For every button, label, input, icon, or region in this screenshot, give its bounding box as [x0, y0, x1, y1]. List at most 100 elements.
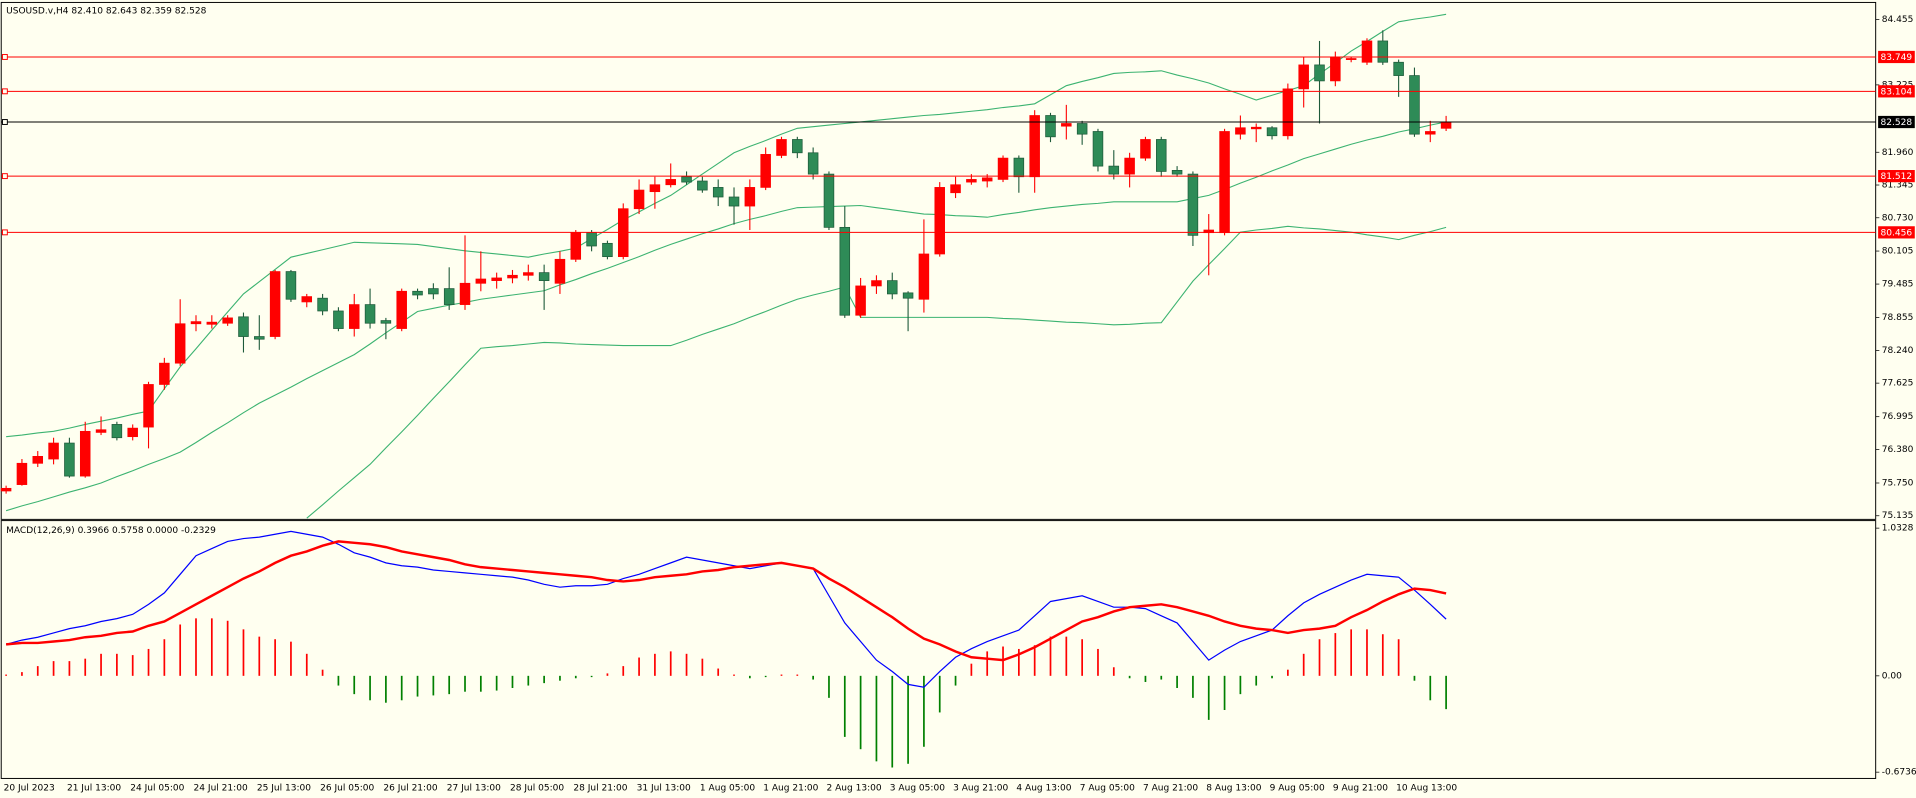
y-tick-label: 1.0328: [1882, 524, 1914, 534]
y-tick-label: 78.855: [1882, 313, 1914, 323]
candle-body: [792, 139, 803, 154]
y-tick-label: 75.750: [1882, 478, 1914, 488]
band-line: [5, 121, 1447, 512]
x-tick-label: 20 Jul 2023: [4, 784, 55, 794]
x-tick-label: 3 Aug 05:00: [890, 784, 945, 794]
x-tick-label: 28 Jul 05:00: [510, 784, 564, 794]
x-tick-label: 7 Aug 05:00: [1080, 784, 1135, 794]
level-marker: [1, 173, 8, 180]
chart-title: USOUSD.v,H4 82.410 82.643 82.359 82.528: [6, 6, 207, 16]
candle-body: [443, 288, 455, 305]
candle-body: [1171, 170, 1183, 175]
y-tick-label: 79.485: [1882, 280, 1914, 290]
x-tick-label: 26 Jul 21:00: [383, 784, 437, 794]
candle-body: [871, 280, 882, 287]
x-tick-label: 2 Aug 13:00: [827, 784, 882, 794]
candle-body: [64, 442, 75, 477]
candle-body: [1377, 40, 1389, 63]
x-tick-label: 28 Jul 21:00: [573, 784, 627, 794]
candle-body: [1266, 127, 1278, 137]
level-label: 81.512: [1881, 172, 1913, 182]
x-tick-label: 10 Aug 13:00: [1396, 784, 1457, 794]
candle-body: [301, 296, 313, 303]
candle-body: [127, 427, 138, 438]
candle-body: [16, 462, 28, 485]
macd-line: [5, 540, 1447, 662]
candle-body: [697, 180, 708, 191]
candle-body: [159, 362, 170, 385]
candle-body: [1140, 139, 1151, 159]
candle-body: [760, 154, 771, 188]
candle-body: [728, 196, 740, 207]
y-tick-label: 0.00: [1882, 671, 1902, 681]
candle-body: [1187, 173, 1199, 236]
candle-body: [523, 272, 534, 276]
x-tick-label: 3 Aug 21:00: [953, 784, 1008, 794]
candle-body: [507, 274, 518, 279]
level-label-box: [1878, 115, 1915, 129]
y-tick-label: 76.995: [1882, 412, 1914, 422]
level-label-box: [1878, 85, 1915, 98]
candle-body: [570, 232, 582, 260]
x-tick-label: 24 Jul 05:00: [130, 784, 184, 794]
candle-body: [1092, 131, 1104, 167]
y-tick-label: 76.380: [1882, 445, 1914, 455]
y-tick-label: -0.6736: [1882, 768, 1916, 778]
candle-body: [776, 139, 787, 156]
candle-body: [1061, 123, 1072, 127]
candle-body: [491, 277, 502, 281]
candle-body: [1013, 157, 1025, 178]
candle-body: [665, 179, 676, 186]
candle-body: [364, 304, 376, 324]
level-marker: [1, 119, 8, 125]
candle-body: [206, 321, 218, 325]
macd-title: MACD(12,26,9) 0.3966 0.5758 0.0000 -0.23…: [6, 526, 216, 536]
macd-panel-frame: [0, 520, 1877, 779]
candle-body: [428, 288, 439, 295]
candle-body: [190, 321, 202, 325]
candle-body: [918, 253, 930, 300]
candle-body: [1156, 139, 1167, 172]
candle-body: [333, 310, 344, 329]
candle-body: [348, 304, 360, 329]
candle-body: [254, 336, 265, 340]
candle-body: [475, 278, 487, 284]
candle-body: [32, 456, 44, 464]
x-tick-label: 1 Aug 21:00: [763, 784, 818, 794]
macd-line: [5, 530, 1447, 688]
candle-body: [1393, 61, 1404, 76]
candle-body: [966, 179, 977, 183]
candle-body: [174, 323, 186, 364]
candle-body: [1361, 40, 1373, 63]
level-label-box: [1878, 170, 1915, 183]
y-tick-label: 81.345: [1882, 181, 1914, 191]
candle-body: [1076, 123, 1088, 135]
candle-body: [586, 232, 597, 247]
candle-body: [887, 280, 898, 295]
candle-body: [1425, 131, 1436, 135]
x-tick-label: 26 Jul 05:00: [320, 784, 374, 794]
y-tick-label: 80.730: [1882, 213, 1914, 223]
candle-body: [238, 316, 249, 337]
candle-body: [1298, 64, 1309, 90]
candle-body: [1108, 165, 1120, 175]
candle-body: [1235, 127, 1246, 135]
y-tick-label: 81.960: [1882, 148, 1914, 158]
candle-body: [459, 282, 471, 305]
candle-body: [1124, 157, 1135, 175]
level-marker: [1, 88, 8, 95]
candle-body: [143, 384, 154, 428]
x-tick-label: 24 Jul 21:00: [194, 784, 248, 794]
x-tick-label: 7 Aug 21:00: [1143, 784, 1198, 794]
candle-body: [222, 317, 233, 324]
y-tick-label: 78.240: [1882, 346, 1914, 356]
level-label-box: [1878, 50, 1915, 64]
level-label-box: [1878, 226, 1915, 239]
x-tick-label: 9 Aug 21:00: [1333, 784, 1388, 794]
candle-body: [554, 258, 566, 284]
candle-body: [823, 173, 835, 228]
candle-body: [855, 285, 866, 316]
candle-body: [1345, 58, 1357, 60]
